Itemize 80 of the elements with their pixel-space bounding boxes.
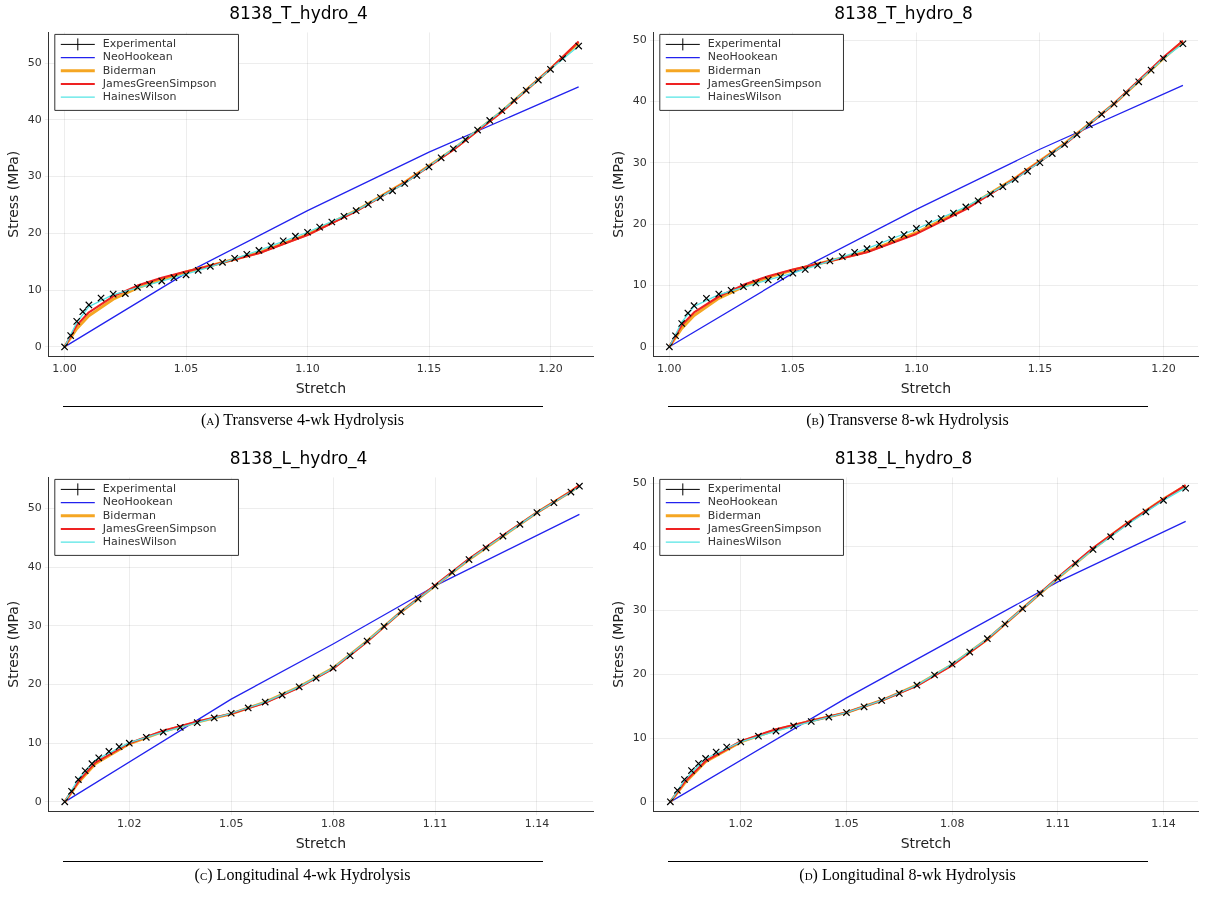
legend-label: HainesWilson bbox=[102, 90, 177, 104]
legend-label: NeoHookean bbox=[102, 50, 173, 64]
legend-label: JamesGreenSimpson bbox=[706, 76, 822, 90]
legend-label: JamesGreenSimpson bbox=[706, 521, 822, 535]
legend-label: NeoHookean bbox=[102, 495, 173, 509]
x-tick-label: 1.05 bbox=[780, 362, 806, 376]
legend-label: Biderman bbox=[102, 508, 156, 522]
x-tick-label: 1.10 bbox=[904, 362, 929, 376]
y-tick-label: 30 bbox=[27, 618, 42, 632]
y-tick-label: 40 bbox=[632, 539, 647, 553]
y-tick-label: 10 bbox=[27, 283, 42, 296]
y-tick-label: 20 bbox=[27, 677, 42, 691]
legend-label: Experimental bbox=[707, 37, 782, 51]
legend-label: JamesGreenSimpson bbox=[101, 76, 217, 90]
y-tick-label: 30 bbox=[632, 155, 647, 169]
chart-title: 8138_T_hydro_4 bbox=[229, 2, 368, 24]
x-tick-label: 1.14 bbox=[1151, 817, 1176, 831]
y-tick-label: 30 bbox=[632, 603, 647, 617]
x-axis-title: Stretch bbox=[900, 835, 952, 852]
legend-label: HainesWilson bbox=[102, 535, 177, 549]
chart-title: 8138_L_hydro_4 bbox=[229, 447, 368, 469]
y-axis-title: Stress (MPa) bbox=[5, 150, 22, 238]
legend-label: Experimental bbox=[102, 37, 177, 51]
x-axis-title: Stretch bbox=[900, 380, 952, 397]
y-axis-title: Stress (MPa) bbox=[610, 600, 627, 688]
x-tick-label: 1.20 bbox=[1151, 362, 1176, 376]
y-tick-label: 30 bbox=[27, 169, 42, 183]
text: (c) Longitudinal 4-wk Hydrolysis bbox=[62, 861, 543, 884]
x-tick-label: 1.08 bbox=[320, 817, 346, 831]
y-tick-label: 10 bbox=[632, 730, 647, 744]
legend-label: HainesWilson bbox=[707, 90, 782, 104]
y-tick-label: 10 bbox=[632, 278, 647, 292]
chart-title: 8138_T_hydro_8 bbox=[834, 2, 973, 24]
legend-label: Experimental bbox=[707, 482, 782, 496]
x-axis-title: Stretch bbox=[295, 380, 347, 397]
y-tick-label: 40 bbox=[27, 560, 42, 574]
legend-label: Biderman bbox=[102, 63, 156, 77]
legend-label: Experimental bbox=[102, 482, 177, 496]
x-tick-label: 1.15 bbox=[416, 362, 442, 376]
x-tick-label: 1.02 bbox=[728, 817, 754, 831]
y-tick-label: 20 bbox=[632, 667, 647, 681]
x-tick-label: 1.05 bbox=[834, 817, 859, 831]
text: (d) Longitudinal 8-wk Hydrolysis bbox=[667, 861, 1148, 884]
y-tick-label: 20 bbox=[632, 216, 647, 230]
legend-label: HainesWilson bbox=[707, 535, 782, 549]
x-tick-label: 1.08 bbox=[939, 817, 965, 831]
legend-label: NeoHookean bbox=[707, 50, 778, 64]
y-tick-label: 50 bbox=[27, 55, 42, 69]
y-tick-label: 0 bbox=[34, 339, 42, 353]
x-tick-label: 1.10 bbox=[295, 362, 320, 376]
text: (b) Transverse 8-wk Hydrolysis bbox=[667, 406, 1148, 429]
x-tick-label: 1.15 bbox=[1027, 362, 1053, 376]
legend-label: NeoHookean bbox=[707, 495, 778, 509]
y-tick-label: 50 bbox=[632, 32, 647, 46]
y-axis-title: Stress (MPa) bbox=[5, 600, 22, 688]
x-tick-label: 1.00 bbox=[52, 362, 77, 376]
x-tick-label: 1.05 bbox=[218, 817, 244, 831]
y-tick-label: 0 bbox=[34, 794, 42, 808]
legend-label: Biderman bbox=[707, 63, 761, 77]
x-tick-label: 1.14 bbox=[524, 817, 550, 831]
text: (a) Transverse 4-wk Hydrolysis bbox=[62, 406, 543, 429]
x-tick-label: 1.11 bbox=[422, 817, 448, 831]
x-tick-label: 1.05 bbox=[173, 362, 199, 376]
y-tick-label: 50 bbox=[27, 501, 42, 515]
legend-label: Biderman bbox=[707, 508, 761, 522]
y-tick-label: 20 bbox=[27, 226, 42, 240]
legend-label: JamesGreenSimpson bbox=[101, 521, 217, 535]
x-tick-label: 1.20 bbox=[538, 362, 563, 376]
x-axis-title: Stretch bbox=[295, 835, 347, 852]
y-tick-label: 0 bbox=[639, 794, 647, 808]
y-tick-label: 10 bbox=[27, 736, 42, 750]
x-tick-label: 1.11 bbox=[1045, 817, 1071, 831]
y-tick-label: 40 bbox=[27, 112, 42, 126]
chart-title: 8138_L_hydro_8 bbox=[834, 447, 973, 469]
y-tick-label: 0 bbox=[639, 339, 647, 353]
y-axis-title: Stress (MPa) bbox=[610, 150, 627, 238]
y-tick-label: 40 bbox=[632, 94, 647, 108]
y-tick-label: 50 bbox=[632, 476, 647, 489]
x-tick-label: 1.00 bbox=[657, 362, 682, 376]
x-tick-label: 1.02 bbox=[117, 817, 142, 831]
